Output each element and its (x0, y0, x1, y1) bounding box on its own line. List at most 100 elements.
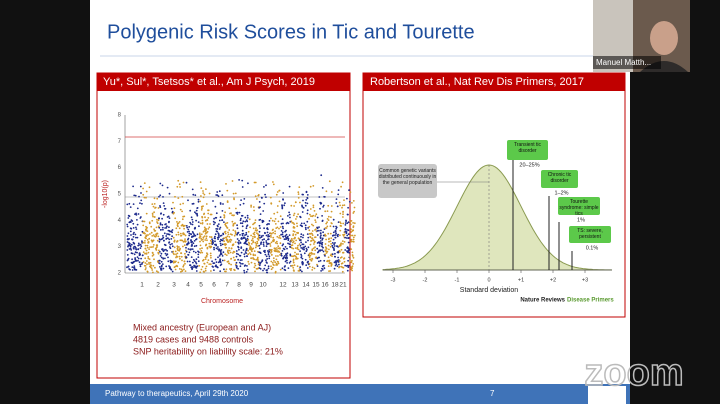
snp-dot (166, 233, 168, 235)
snp-dot (338, 260, 341, 262)
snp-dot (158, 259, 161, 262)
snp-dot (330, 262, 333, 264)
snp-dot (230, 263, 233, 266)
snp-dot (136, 251, 138, 254)
snp-dot (340, 265, 343, 268)
snp-dot (349, 191, 352, 194)
snp-dot (130, 227, 133, 230)
snp-dot (129, 244, 132, 247)
snp-dot (182, 202, 185, 205)
snp-dot (266, 271, 268, 274)
snp-dot (185, 250, 188, 253)
snp-dot (289, 245, 291, 248)
snp-dot (143, 232, 146, 235)
snp-dot (144, 240, 146, 242)
snp-dot (137, 242, 140, 245)
snp-dot (192, 250, 195, 253)
snp-dot (159, 222, 162, 225)
snp-dot (286, 262, 288, 264)
snp-dot (301, 248, 304, 250)
snp-dot (351, 254, 354, 256)
snp-dot (224, 270, 226, 273)
snp-dot (257, 233, 259, 236)
snp-dot (153, 258, 155, 261)
snp-dot (309, 208, 312, 210)
snp-dot (238, 179, 241, 181)
snp-dot (331, 253, 334, 256)
x-tick-label: +2 (550, 277, 556, 283)
snp-dot (146, 246, 149, 249)
snp-dot (242, 202, 245, 205)
snp-dot (133, 265, 136, 267)
snp-dot (290, 240, 292, 242)
snp-dot (266, 231, 269, 234)
x-tick-label: -2 (423, 277, 428, 283)
snp-dot (219, 216, 222, 219)
snp-dot (326, 218, 329, 220)
snp-dot (181, 195, 184, 198)
x-tick-label: 13 (291, 282, 299, 289)
snp-dot (339, 244, 342, 247)
snp-dot (151, 269, 154, 271)
snp-dot (349, 260, 351, 262)
snp-dot (181, 210, 184, 213)
snp-dot (214, 243, 216, 246)
snp-dot (306, 212, 309, 215)
snp-dot (295, 256, 298, 259)
snp-dot (187, 228, 190, 231)
snp-dot (266, 258, 269, 260)
snp-dot (239, 254, 242, 257)
snp-dot (267, 234, 270, 236)
snp-dot (333, 243, 335, 246)
snp-dot (143, 264, 146, 267)
snp-dot (323, 259, 326, 262)
snp-dot (279, 226, 282, 228)
snp-dot (232, 252, 234, 254)
snp-dot (194, 234, 197, 237)
snp-dot (270, 250, 273, 253)
snp-dot (147, 256, 150, 258)
snp-dot (281, 250, 284, 252)
snp-dot (255, 227, 257, 230)
snp-dot (199, 244, 202, 247)
snp-dot (329, 240, 332, 243)
callout-fo: Common genetic variants distributed cont… (379, 168, 437, 186)
snp-dot (177, 197, 180, 200)
snp-dot (270, 241, 273, 244)
snp-dot (271, 261, 274, 264)
snp-dot (127, 245, 129, 248)
snp-dot (215, 261, 218, 263)
snp-dot (265, 245, 268, 248)
snp-dot (165, 225, 168, 228)
snp-dot (305, 247, 308, 250)
snp-dot (333, 248, 335, 251)
snp-dot (145, 225, 147, 228)
snp-dot (156, 244, 159, 247)
snp-dot (347, 221, 350, 224)
snp-dot (253, 250, 256, 253)
snp-dot (197, 221, 200, 224)
snp-dot (190, 239, 192, 242)
snp-dot (178, 227, 181, 230)
snp-dot (335, 202, 338, 204)
snp-dot (277, 220, 280, 223)
snp-dot (171, 270, 174, 273)
snp-dot (321, 220, 324, 223)
snp-dot (325, 238, 327, 241)
snp-dot (240, 199, 243, 202)
snp-dot (254, 246, 257, 249)
snp-dot (220, 238, 222, 241)
snp-dot (220, 244, 222, 247)
snp-dot (285, 233, 288, 236)
snp-dot (281, 218, 284, 221)
snp-dot (245, 227, 248, 230)
snp-dot (349, 234, 351, 237)
snp-dot (184, 252, 186, 255)
snp-dot (299, 266, 302, 269)
snp-dot (177, 233, 180, 236)
snp-dot (175, 227, 178, 230)
snp-dot (196, 212, 198, 215)
snp-dot (339, 229, 342, 232)
snp-dot (292, 230, 295, 233)
snp-dot (297, 270, 300, 272)
